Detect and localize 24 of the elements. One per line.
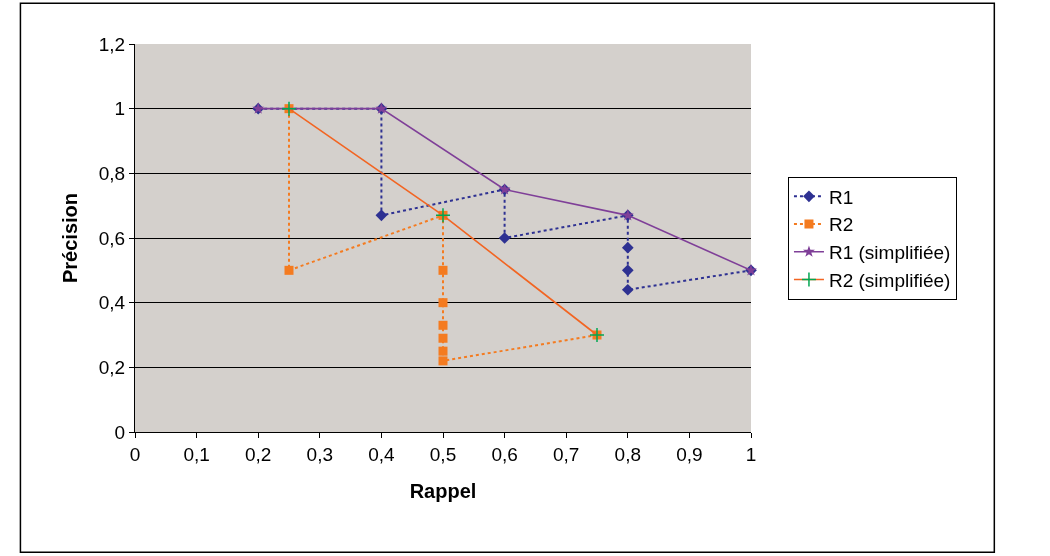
y-tick-label: 0,6 [98, 227, 126, 249]
x-tick-label: 0 [129, 443, 141, 465]
x-tick-label: 0,9 [676, 443, 703, 465]
x-tick-label: 0,8 [614, 443, 642, 465]
legend-label: R1 (simplifiée) [828, 242, 951, 264]
x-tick-label: 0,2 [244, 443, 272, 465]
legend-label: R2 (simplifiée) [828, 269, 951, 291]
y-tick-label: 1,2 [98, 33, 126, 55]
x-tick-label: 0,7 [552, 443, 580, 465]
y-tick-label: 0,4 [98, 292, 126, 314]
x-tick-label: 0,6 [491, 443, 518, 465]
legend-label: R2 [828, 214, 854, 236]
x-axis-title: Rappel [409, 480, 477, 503]
x-tick-label: 0,1 [183, 443, 210, 465]
y-tick-label: 0,8 [98, 162, 126, 184]
y-tick-label: 1 [114, 98, 126, 120]
y-tick-label: 0,2 [98, 356, 126, 378]
x-tick-label: 0,5 [429, 443, 457, 465]
y-tick-label: 0 [114, 421, 126, 443]
x-tick-label: 0,3 [306, 443, 334, 465]
y-axis-title: Précision [59, 192, 82, 284]
x-tick-label: 0,4 [368, 443, 396, 465]
x-tick-label: 1 [745, 443, 757, 465]
legend-label: R1 [828, 186, 854, 208]
